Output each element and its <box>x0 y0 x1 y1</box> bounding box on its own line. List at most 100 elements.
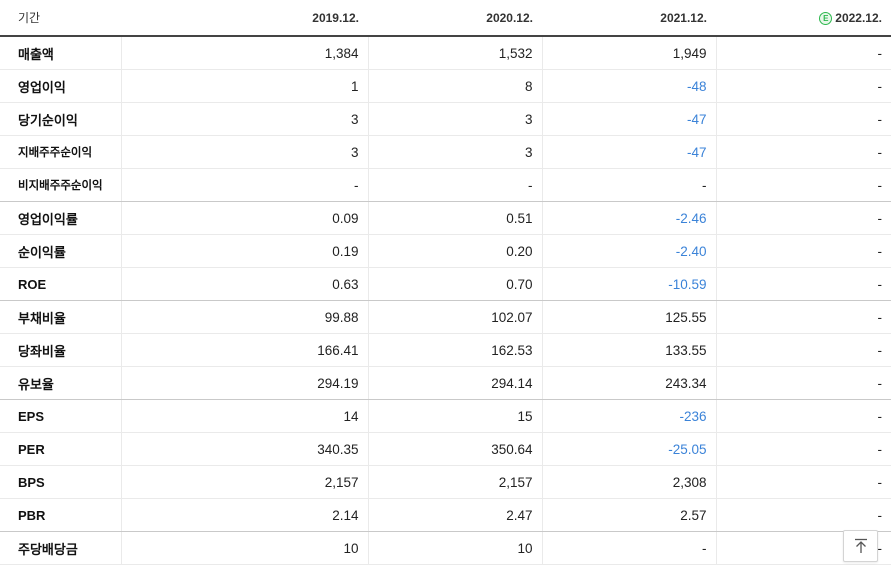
table-row: 비지배주주순이익 - - - - <box>0 168 891 202</box>
row-label: 영업이익률 <box>0 201 121 235</box>
table-cell: - <box>715 300 891 334</box>
table-cell: 3 <box>367 135 542 169</box>
table-cell: 0.20 <box>367 234 542 268</box>
row-label: 당기순이익 <box>0 102 121 136</box>
table-row: ROE 0.63 0.70 -10.59- <box>0 267 891 301</box>
table-cell: 1,532 <box>367 36 542 70</box>
table-cell: - <box>715 234 891 268</box>
table-cell: - <box>541 531 716 565</box>
table-cell: - <box>715 366 891 400</box>
arrow-up-to-top-icon <box>854 538 867 553</box>
table-cell: - <box>715 36 891 70</box>
header-row: 기간 2019.12. 2020.12. 2021.12. E 2022.12. <box>0 0 891 37</box>
table-cell: -10.59 <box>541 267 716 301</box>
table-row: BPS 2,157 2,157 2,308- <box>0 465 891 499</box>
table-cell: 0.63 <box>120 267 368 301</box>
table-cell: 102.07 <box>367 300 542 334</box>
table-cell: -25.05 <box>541 432 716 466</box>
table-cell: -2.46 <box>541 201 716 235</box>
table-cell: - <box>120 168 368 202</box>
table-row: 매출액 1,384 1,532 1,949- <box>0 36 891 70</box>
table-cell: 2.57 <box>541 498 716 532</box>
table-row: 영업이익률 0.09 0.51 -2.46- <box>0 201 891 235</box>
table-cell: - <box>715 399 891 433</box>
table-row: 부채비율 99.88 102.07 125.55- <box>0 300 891 334</box>
table-row: 당기순이익 3 3 -47- <box>0 102 891 136</box>
table-cell: 243.34 <box>541 366 716 400</box>
row-label: 부채비율 <box>0 300 121 334</box>
row-label: 영업이익 <box>0 69 121 103</box>
table-row: 지배주주순이익 3 3 -47- <box>0 135 891 169</box>
table-cell: - <box>715 168 891 202</box>
table-cell: 1,949 <box>541 36 716 70</box>
table-cell: 3 <box>120 102 368 136</box>
row-label: 순이익률 <box>0 234 121 268</box>
table-row: PBR 2.14 2.47 2.57- <box>0 498 891 532</box>
table-cell: 0.09 <box>120 201 368 235</box>
table-cell: - <box>715 102 891 136</box>
table-cell: 340.35 <box>120 432 368 466</box>
row-label: ROE <box>0 267 121 301</box>
row-label: PBR <box>0 498 121 532</box>
table-cell: 294.14 <box>367 366 542 400</box>
row-label: BPS <box>0 465 121 499</box>
table-cell: - <box>715 267 891 301</box>
row-label: 당좌비율 <box>0 333 121 367</box>
table-cell: -47 <box>541 135 716 169</box>
table-cell: 3 <box>120 135 368 169</box>
scroll-to-top-button[interactable] <box>843 530 878 562</box>
table-cell: - <box>715 333 891 367</box>
table-cell: 2.14 <box>120 498 368 532</box>
period-header-estimate: E 2022.12. <box>716 0 891 37</box>
table-cell: 15 <box>367 399 542 433</box>
period-header: 2021.12. <box>542 0 716 37</box>
row-label: 지배주주순이익 <box>0 135 121 169</box>
table-cell: 99.88 <box>120 300 368 334</box>
table-cell: -47 <box>541 102 716 136</box>
row-label: 매출액 <box>0 36 121 70</box>
table-cell: - <box>715 135 891 169</box>
table-row: 영업이익 1 8 -48- <box>0 69 891 103</box>
table-row: PER 340.35 350.64 -25.05- <box>0 432 891 466</box>
table-cell: -48 <box>541 69 716 103</box>
table-cell: - <box>715 69 891 103</box>
table-row: EPS 14 15 -236- <box>0 399 891 433</box>
table-cell: - <box>367 168 542 202</box>
table-cell: 0.51 <box>367 201 542 235</box>
table-cell: 166.41 <box>120 333 368 367</box>
table-cell: - <box>715 465 891 499</box>
table-cell: 10 <box>120 531 368 565</box>
table-cell: -2.40 <box>541 234 716 268</box>
table-cell: - <box>715 432 891 466</box>
table-cell: - <box>715 201 891 235</box>
table-cell: 294.19 <box>120 366 368 400</box>
table-cell: 3 <box>367 102 542 136</box>
table-cell: 2,157 <box>120 465 368 499</box>
table-cell: 0.70 <box>367 267 542 301</box>
table-cell: 14 <box>120 399 368 433</box>
table-row: 순이익률 0.19 0.20 -2.40- <box>0 234 891 268</box>
table-cell: 10 <box>367 531 542 565</box>
table-cell: 2,157 <box>367 465 542 499</box>
table-cell: 1 <box>120 69 368 103</box>
table-cell: 2,308 <box>541 465 716 499</box>
estimate-badge-icon: E <box>819 11 833 25</box>
period-header: 2020.12. <box>368 0 542 37</box>
row-label: 주당배당금 <box>0 531 121 565</box>
table-cell: 162.53 <box>367 333 542 367</box>
row-label: 비지배주주순이익 <box>0 168 121 202</box>
table-row: 당좌비율 166.41 162.53 133.55- <box>0 333 891 367</box>
table-cell: 2.47 <box>367 498 542 532</box>
table-cell: - <box>541 168 716 202</box>
table-cell: 350.64 <box>367 432 542 466</box>
table-cell: 8 <box>367 69 542 103</box>
period-header-label: 기간 <box>0 0 121 37</box>
row-label: PER <box>0 432 121 466</box>
table-cell: 125.55 <box>541 300 716 334</box>
table-row: 주당배당금 10 10- - <box>0 531 891 565</box>
table-cell: 0.19 <box>120 234 368 268</box>
period-header-label: 2022.12. <box>835 10 882 25</box>
table-row: 유보율 294.19 294.14 243.34- <box>0 366 891 400</box>
table-cell: - <box>715 498 891 532</box>
